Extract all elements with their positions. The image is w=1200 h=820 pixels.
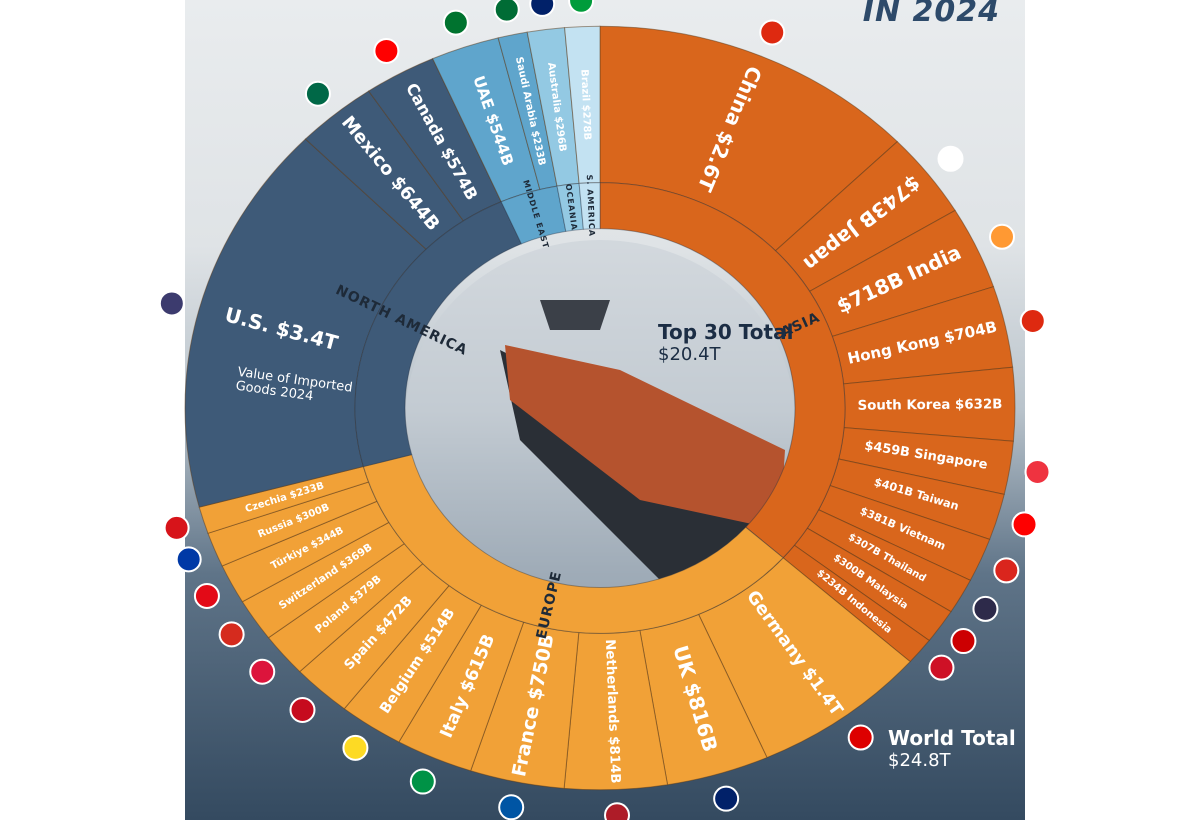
flag-icon [928, 654, 955, 681]
flag-icon [493, 0, 520, 23]
flag-icon [993, 557, 1020, 584]
flag-icon [373, 37, 400, 64]
slice-label: Netherlands $814B [602, 639, 623, 784]
flag-icon [289, 696, 316, 723]
world-total-label: World Total [888, 726, 1016, 750]
region-band [599, 182, 846, 559]
flag-icon [937, 145, 964, 172]
region-band [556, 182, 584, 232]
flag-icon [1024, 458, 1051, 485]
flag-icon [409, 768, 436, 795]
flag-icon [989, 223, 1016, 250]
flag-icon [193, 582, 220, 609]
slice-label: Brazil $278B [578, 69, 592, 140]
flag-icon [1029, 390, 1056, 417]
top30-total: Top 30 Total $20.4T [658, 320, 793, 365]
chart-title: IN 2024 [862, 0, 1000, 29]
region-band [354, 201, 523, 468]
region-label: S. AMERICA [585, 174, 597, 237]
flag-icon [304, 80, 331, 107]
region-band [578, 182, 601, 230]
flag-icon [950, 628, 977, 655]
flag-icon [1019, 307, 1046, 334]
region-band [362, 454, 784, 634]
world-total: World Total $24.8T [888, 726, 1016, 771]
flag-icon [568, 0, 595, 14]
flag-icon [249, 658, 276, 685]
flag-icon [847, 724, 874, 751]
flag-icon [604, 802, 631, 820]
flag-icon [529, 0, 556, 17]
flag-icon [713, 785, 740, 812]
flags [158, 0, 1056, 820]
flag-icon [759, 19, 786, 46]
slice-label: South Korea $632B [857, 397, 1002, 413]
top30-label: Top 30 Total [658, 320, 794, 344]
flag-icon [1011, 511, 1038, 538]
world-total-value: $24.8T [888, 750, 951, 771]
flag-icon [442, 9, 469, 36]
flag-icon [972, 595, 999, 622]
flag-icon [158, 290, 185, 317]
flag-icon [342, 734, 369, 761]
flag-icon [175, 546, 202, 573]
flag-icon [498, 794, 525, 820]
flag-icon [163, 514, 190, 541]
flag-icon [218, 621, 245, 648]
top30-value: $20.4T [658, 344, 721, 365]
